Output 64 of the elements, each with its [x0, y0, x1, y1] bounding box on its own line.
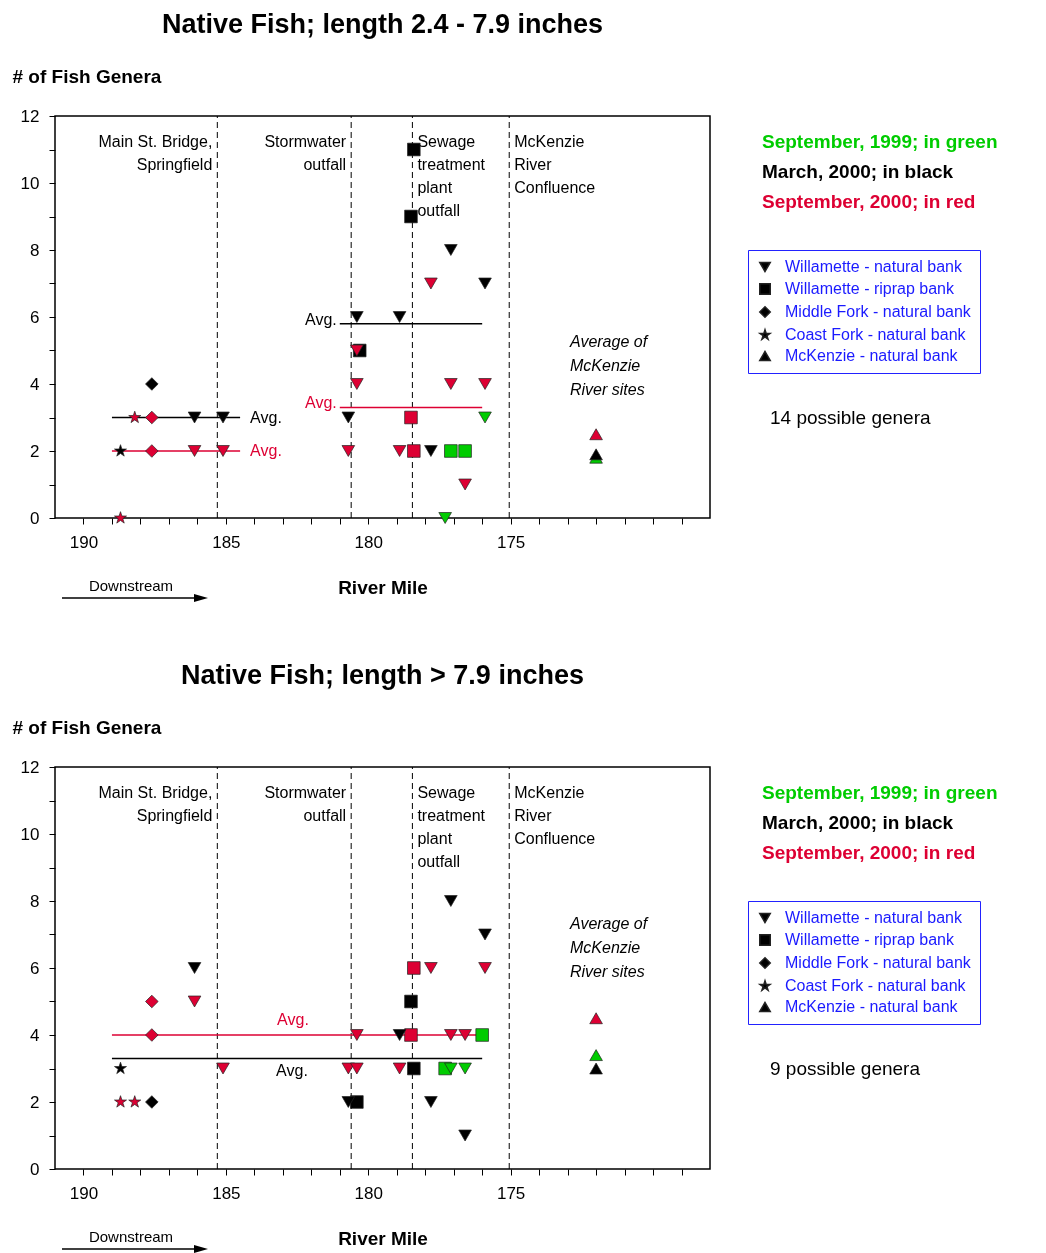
- legend-label: Middle Fork - natural bank: [785, 303, 972, 320]
- x-tick-label: 180: [354, 532, 383, 552]
- annotation: Average of McKenzie River sites: [569, 915, 649, 980]
- chart-title: Native Fish; length 2.4 - 7.9 inches: [161, 9, 604, 39]
- legend-label: Willamette - riprap bank: [785, 931, 955, 948]
- y-tick-label: 8: [30, 240, 40, 260]
- text: March, 2000; in black: [762, 161, 954, 182]
- series-label: Avg.: [305, 394, 337, 412]
- ref-line-label: Sewage treatment plant outfall: [417, 784, 486, 870]
- x-tick-label: 185: [212, 1183, 241, 1203]
- text: September, 2000; in red: [762, 191, 976, 212]
- legend-label: Willamette - natural bank: [785, 909, 963, 926]
- x-tick-label: 180: [354, 1183, 383, 1203]
- series-label: Avg.: [277, 1011, 309, 1028]
- series-label: Avg.: [250, 408, 282, 426]
- ref-line-label: McKenzie River Confluence: [514, 784, 596, 847]
- x-tick-label: 190: [69, 1183, 99, 1203]
- y-tick-label: 10: [20, 173, 40, 193]
- y-axis-title: # of Fish Genera: [12, 65, 162, 87]
- x-tick-label: 175: [496, 1183, 526, 1203]
- text: September, 1999; in green: [762, 782, 998, 803]
- x-axis-title: River Mile: [338, 576, 428, 598]
- text: Downstream: [88, 577, 174, 594]
- text: Downstream: [88, 1228, 174, 1245]
- y-tick-label: 12: [20, 106, 40, 126]
- legend-label: McKenzie - natural bank: [785, 998, 959, 1015]
- legend-label: McKenzie - natural bank: [785, 347, 959, 364]
- y-tick-label: 4: [30, 1025, 40, 1045]
- y-tick-label: 2: [30, 1092, 40, 1112]
- legend-label: Willamette - natural bank: [785, 258, 963, 275]
- text: September, 1999; in green: [762, 131, 998, 152]
- ref-line-label: Sewage treatment plant outfall: [417, 133, 486, 219]
- text: 9 possible genera: [770, 1058, 921, 1079]
- legend-label: Willamette - riprap bank: [785, 280, 955, 297]
- ref-line-label: Main St. Bridge, Springfield: [98, 133, 213, 173]
- series-label: Avg.: [305, 310, 337, 328]
- y-axis-title: # of Fish Genera: [12, 716, 162, 738]
- x-axis-title: River Mile: [338, 1227, 428, 1249]
- ref-line-label: Main St. Bridge, Springfield: [98, 784, 213, 824]
- y-tick-label: 2: [30, 441, 40, 461]
- x-tick-label: 175: [496, 532, 526, 552]
- series-label: Avg.: [250, 442, 282, 459]
- ref-line-label: Stormwater outfall: [264, 784, 347, 824]
- ref-line-label: McKenzie River Confluence: [514, 133, 596, 196]
- series-label: Avg.: [276, 1062, 308, 1080]
- x-tick-label: 190: [69, 532, 99, 552]
- legend-label: Coast Fork - natural bank: [785, 326, 967, 343]
- y-tick-label: 0: [30, 508, 40, 528]
- y-tick-label: 12: [20, 757, 40, 777]
- y-tick-label: 10: [20, 824, 40, 844]
- x-tick-label: 185: [212, 532, 241, 552]
- y-tick-label: 6: [30, 307, 40, 327]
- text: 14 possible genera: [770, 407, 931, 428]
- y-tick-label: 0: [30, 1159, 40, 1179]
- ref-line-label: Stormwater outfall: [264, 133, 347, 173]
- annotation: Average of McKenzie River sites: [569, 333, 649, 398]
- chart-title: Native Fish; length > 7.9 inches: [181, 660, 584, 690]
- text: March, 2000; in black: [762, 812, 954, 833]
- text: September, 2000; in red: [762, 842, 976, 863]
- y-tick-label: 4: [30, 374, 40, 394]
- y-tick-label: 6: [30, 958, 40, 978]
- y-tick-label: 8: [30, 891, 40, 911]
- legend-label: Coast Fork - natural bank: [785, 977, 967, 994]
- legend-label: Middle Fork - natural bank: [785, 954, 972, 971]
